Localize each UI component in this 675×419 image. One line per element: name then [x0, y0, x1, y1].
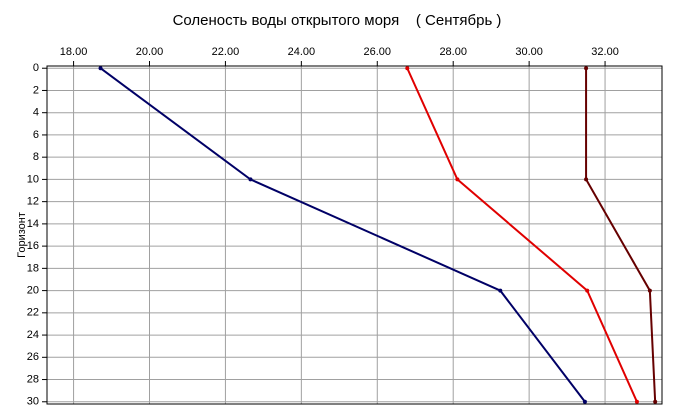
y-tick-label: 30: [27, 396, 39, 408]
y-axis-label: Горизонт: [16, 212, 28, 258]
plot-frame: [46, 65, 663, 405]
data-point: [634, 399, 639, 404]
y-tick-label: 16: [27, 240, 39, 252]
data-point: [248, 177, 253, 182]
chart-title: Соленость воды открытого моря ( Сентябрь…: [173, 12, 502, 29]
series-line: [585, 68, 657, 402]
data-point: [98, 66, 103, 71]
x-tick-label: 20.00: [136, 46, 164, 58]
data-point: [647, 288, 652, 293]
x-tick-label: 32.00: [591, 46, 619, 58]
series-line: [99, 67, 586, 403]
y-tick-label: 20: [27, 284, 39, 296]
y-tick-label: 22: [27, 307, 39, 319]
y-tick-label: 14: [27, 218, 39, 230]
x-tick-label: 18.00: [60, 46, 88, 58]
x-tick-label: 24.00: [288, 46, 316, 58]
data-point: [498, 288, 503, 293]
data-point: [584, 66, 589, 71]
y-tick-label: 24: [27, 329, 39, 341]
y-tick-label: 10: [27, 173, 39, 185]
y-tick-label: 8: [33, 151, 39, 163]
data-point: [584, 177, 589, 182]
y-tick-label: 6: [33, 129, 39, 141]
data-point: [653, 399, 658, 404]
y-tick-label: 12: [27, 196, 39, 208]
x-tick-label: 26.00: [364, 46, 392, 58]
data-point: [585, 288, 590, 293]
x-tick-label: 30.00: [515, 46, 543, 58]
data-point: [455, 177, 460, 182]
data-point: [405, 66, 410, 71]
y-tick-label: 18: [27, 262, 39, 274]
x-tick-label: 22.00: [212, 46, 240, 58]
y-tick-label: 0: [33, 62, 39, 74]
y-tick-label: 28: [27, 373, 39, 385]
y-tick-label: 2: [33, 84, 39, 96]
y-tick-label: 4: [33, 107, 39, 119]
x-tick-label: 28.00: [439, 46, 467, 58]
series-line: [406, 67, 638, 403]
y-tick-label: 26: [27, 351, 39, 363]
data-point: [582, 399, 587, 404]
